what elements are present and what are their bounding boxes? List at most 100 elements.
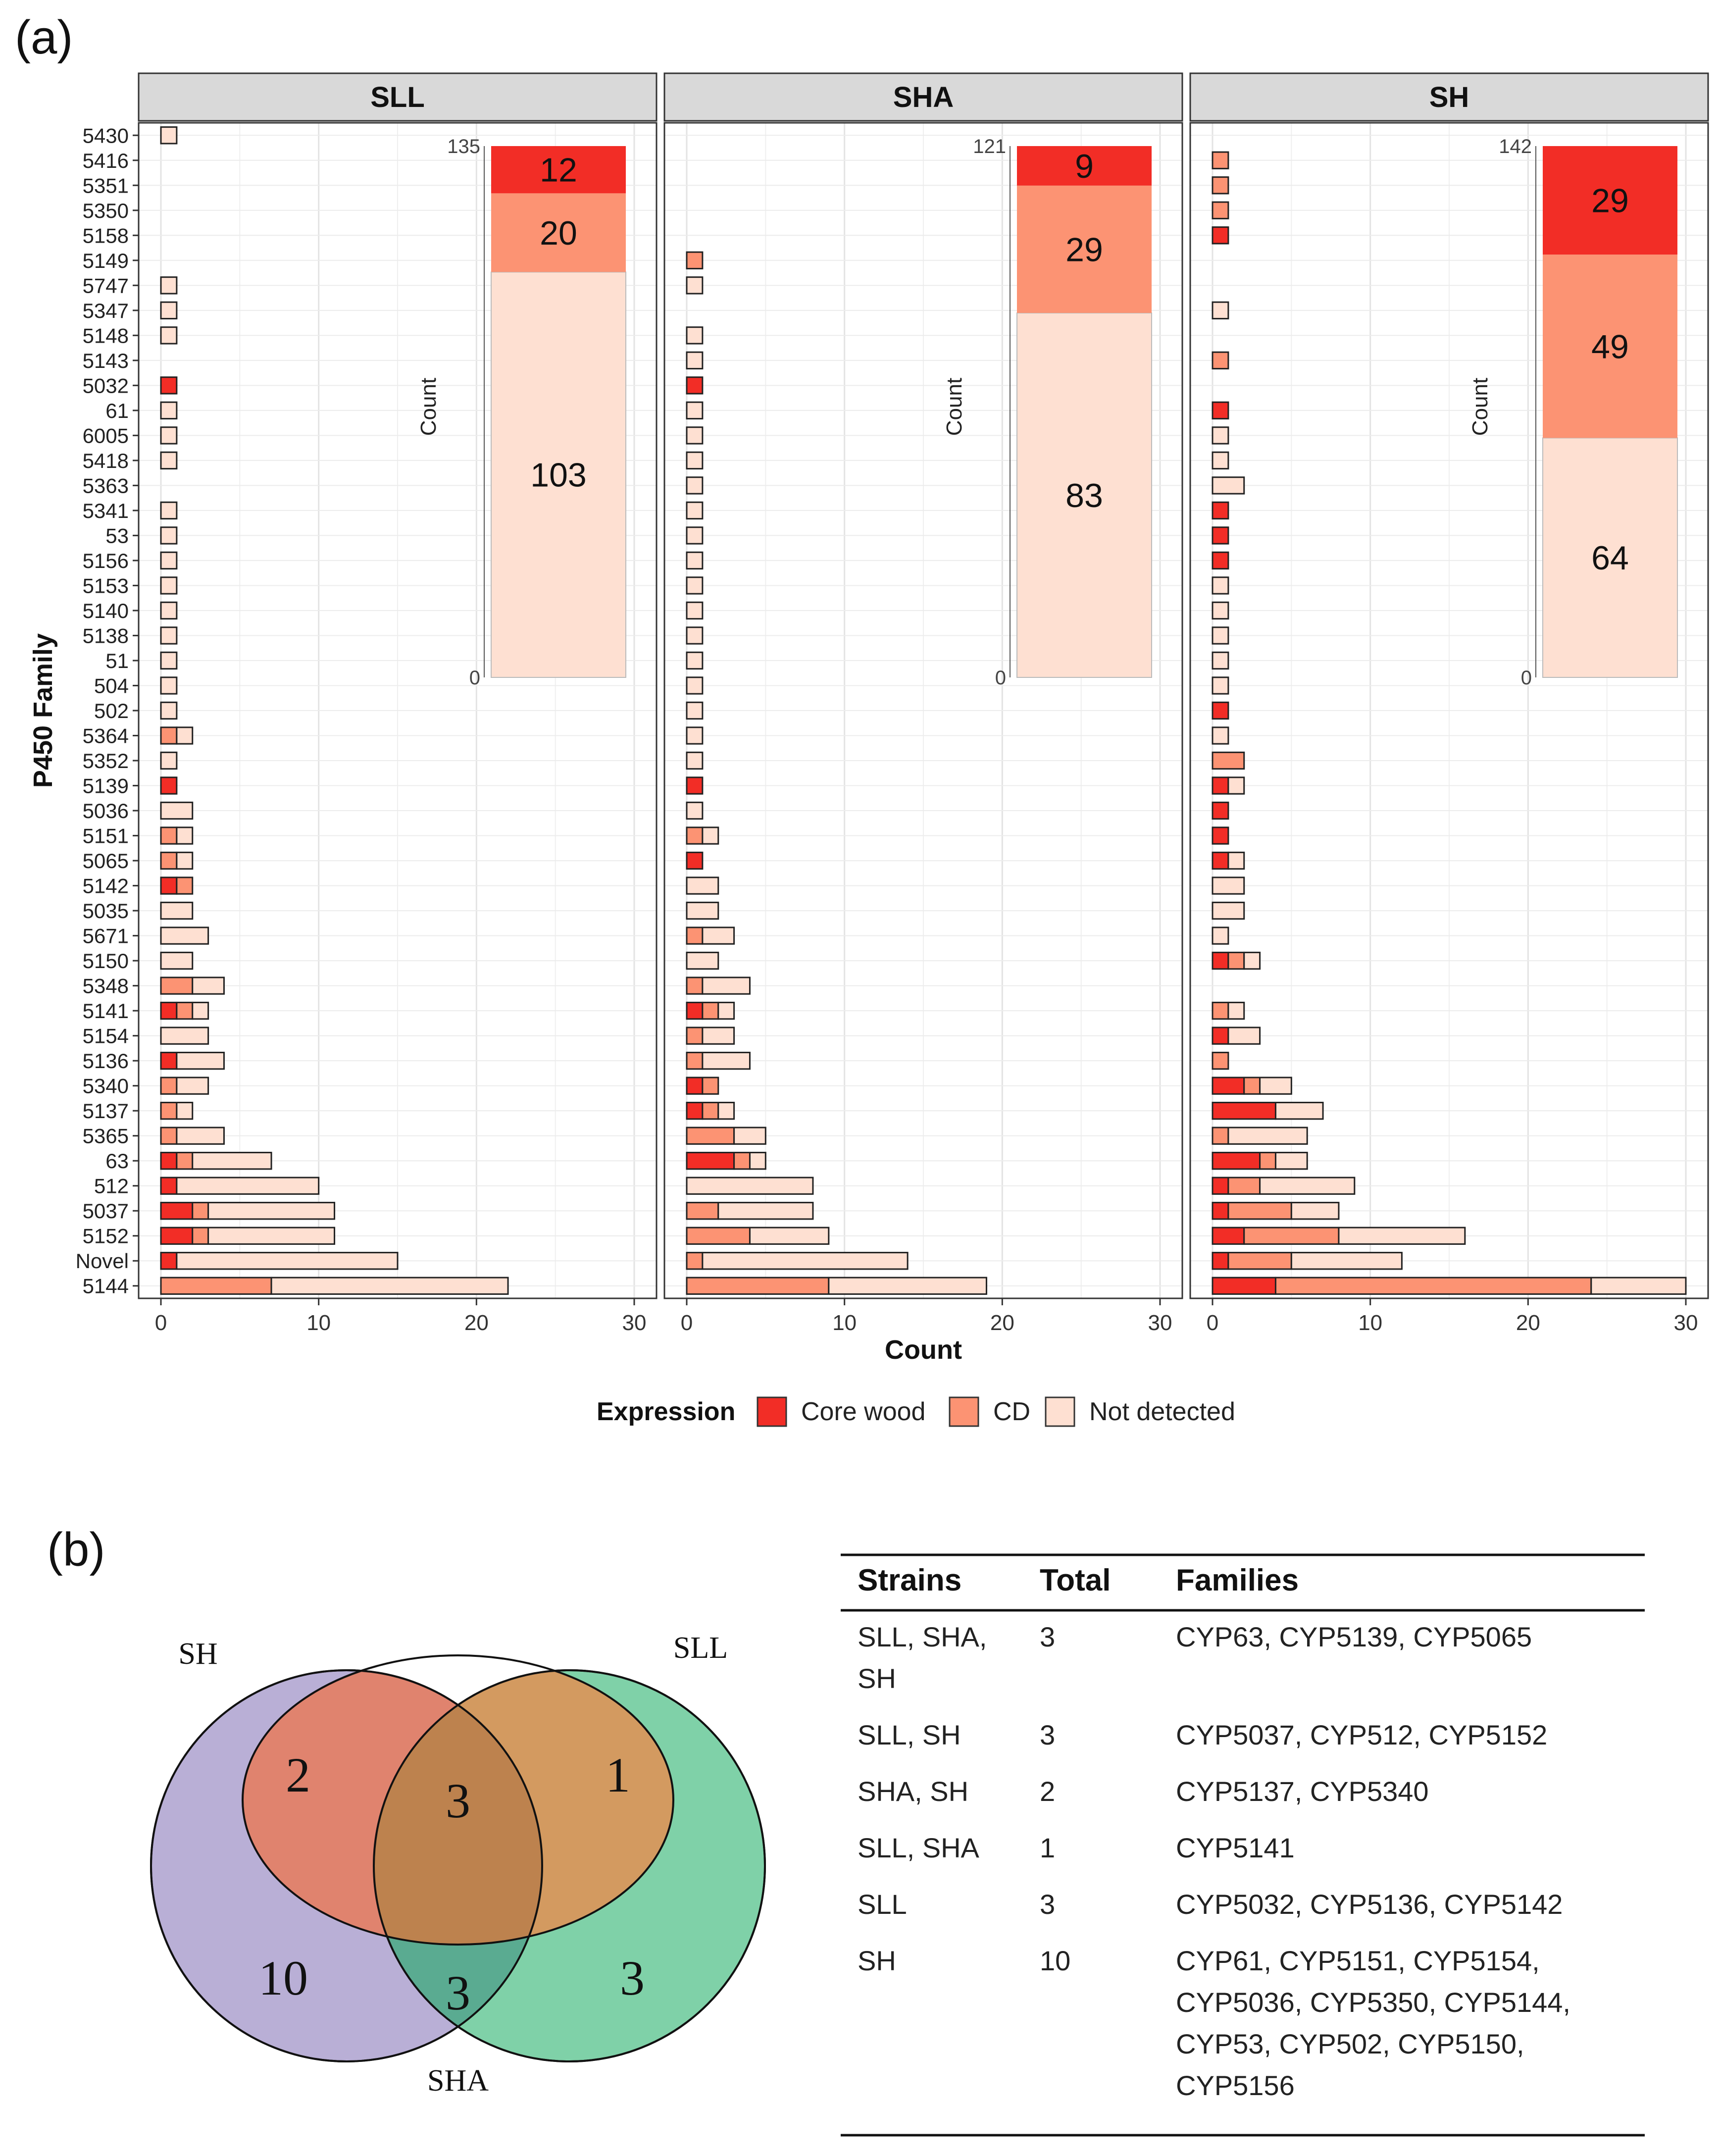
table-cell-strains: SH [858, 1663, 896, 1694]
inset-value-sll-core-wood: 12 [540, 152, 577, 189]
bar-sh-5144-not-detected [1590, 1277, 1687, 1295]
bar-sll-5365-cd [160, 1127, 178, 1145]
venn-count-all: 3 [446, 1773, 470, 1828]
venn-diagram: SH SLL SHA 10 3 3 2 1 3 [150, 1631, 766, 2098]
bar-sh-502-core-wood [1212, 701, 1229, 720]
bar-sh-5365-not-detected [1227, 1127, 1308, 1145]
legend-swatch-cd [949, 1396, 979, 1427]
y-tick-label: 5365 [83, 1125, 129, 1148]
bar-sll-5352-not-detected [160, 751, 178, 770]
bar-sll-5136-core-wood [160, 1051, 178, 1070]
bar-sll-5137-cd [160, 1102, 178, 1120]
inset-tick-min: 0 [995, 667, 1006, 689]
y-tick-label: 5364 [83, 724, 129, 748]
bar-sha-5365-not-detected [733, 1127, 766, 1145]
bar-sha-5149-cd [686, 251, 704, 269]
inset-tick-min: 0 [469, 667, 480, 689]
bar-sll-5065-not-detected [176, 851, 194, 870]
y-tick-label: 5148 [83, 324, 129, 347]
table-row: SHA, SH 2 CYP5137, CYP5340 [858, 1776, 1429, 1807]
bar-sll-5141-cd [176, 1001, 194, 1020]
table-cell-families: CYP53, CYP502, CYP5150, [1176, 2028, 1524, 2059]
y-tick-label: 5037 [83, 1199, 129, 1223]
bar-sha-5136-not-detected [702, 1051, 751, 1070]
legend: Expression Core wood CD Not detected [597, 1396, 1235, 1427]
table-header-strains: Strains [858, 1563, 961, 1597]
venn-outline-sll [373, 1669, 766, 2062]
bar-sll-5348-not-detected [192, 976, 225, 995]
bar-sha-5136-cd [686, 1051, 704, 1070]
bar-sll-5141-not-detected [192, 1001, 209, 1020]
y-tick-label: 5153 [83, 574, 129, 597]
y-tick-label: 5143 [83, 349, 129, 372]
bar-sha-5348-not-detected [702, 976, 751, 995]
bar-sha-5065-core-wood [686, 851, 704, 870]
bar-sha-5144-cd [686, 1277, 830, 1295]
y-tick-label: 5151 [83, 824, 129, 848]
bar-sha-5151-not-detected [702, 826, 719, 845]
inset-y-title: Count [416, 378, 441, 436]
table-cell-families: CYP63, CYP5139, CYP5065 [1176, 1621, 1532, 1652]
bar-sh-5037-core-wood [1212, 1202, 1229, 1220]
bar-sha-63-core-wood [686, 1152, 735, 1170]
bar-sll-5036-not-detected [160, 801, 194, 820]
bar-sh-5347-not-detected [1212, 301, 1229, 319]
bar-sll-Novel-not-detected [176, 1252, 399, 1270]
bar-sha-5153-not-detected [686, 576, 704, 595]
table-cell-families: CYP5036, CYP5350, CYP5144, [1176, 1987, 1570, 2018]
bar-sha-5341-not-detected [686, 501, 704, 520]
bar-sh-5144-core-wood [1212, 1277, 1276, 1295]
facet-sh: SH 0 10 20 30 142 0 Count 64 49 29 [1189, 72, 1709, 1335]
bar-sh-5141-cd [1212, 1001, 1229, 1020]
inset-value-sll-cd: 20 [540, 214, 577, 252]
facet-panel-border [663, 122, 1183, 1299]
venn-count-sh-only: 10 [258, 1951, 308, 2005]
inset-seg-sll-cd [491, 193, 626, 272]
bar-sh-504-not-detected [1212, 676, 1229, 695]
y-tick-label: 5139 [83, 774, 129, 798]
bar-sll-502-not-detected [160, 701, 178, 720]
shared-families-table: Strains Total Families SLL, SHA, SH 3 CYP63, C… [841, 1553, 1645, 2137]
bar-sll-5340-not-detected [176, 1077, 209, 1095]
y-tick-label: 5347 [83, 299, 129, 322]
x-tick-label: 0 [1207, 1311, 1218, 1335]
bar-sll-5037-cd [192, 1202, 209, 1220]
bar-sll-5037-not-detected [207, 1202, 336, 1220]
bar-sha-5137-cd [702, 1102, 719, 1120]
venn-count-sh-sll: 3 [446, 1965, 470, 2020]
y-tick-label: 5156 [83, 549, 129, 572]
bar-sh-5365-cd [1212, 1127, 1229, 1145]
y-tick-label: 5152 [83, 1225, 129, 1248]
y-tick-label: 51 [105, 649, 129, 672]
bar-sha-5152-cd [686, 1227, 751, 1245]
venn-label-sll: SLL [673, 1631, 728, 1665]
x-tick-label: 30 [1674, 1311, 1698, 1335]
x-tick-label: 10 [306, 1311, 331, 1335]
inset-sll: 135 0 Count 103 20 12 [416, 136, 626, 689]
bar-sha-5151-cd [686, 826, 704, 845]
bar-sll-63-core-wood [160, 1152, 178, 1170]
bar-sh-5152-core-wood [1212, 1227, 1245, 1245]
y-tick-label: 5154 [83, 1025, 129, 1048]
table-cell-total: 3 [1040, 1889, 1055, 1920]
table-cell-total: 10 [1040, 1945, 1070, 1976]
venn-outline-sh [150, 1669, 543, 2062]
y-tick-label: 5747 [83, 274, 129, 297]
bar-sll-512-not-detected [176, 1177, 320, 1195]
table-cell-strains: SLL, SHA [858, 1832, 980, 1863]
venn-count-sha-sll: 1 [606, 1747, 630, 1802]
table-cell-families: CYP5137, CYP5340 [1176, 1776, 1429, 1807]
bar-sll-5142-core-wood [160, 876, 178, 895]
table-cell-strains: SH [858, 1945, 896, 1976]
bar-sh-5154-core-wood [1212, 1027, 1229, 1045]
bar-sh-512-not-detected [1259, 1177, 1356, 1195]
bar-sll-5035-not-detected [160, 901, 194, 920]
bar-sll-5151-not-detected [176, 826, 194, 845]
y-tick-label: 5418 [83, 449, 129, 472]
bar-sha-5671-cd [686, 926, 704, 945]
table-cell-families: CYP5032, CYP5136, CYP5142 [1176, 1889, 1563, 1920]
bar-sll-Novel-core-wood [160, 1252, 178, 1270]
bar-sha-5142-not-detected [686, 876, 719, 895]
bar-sll-5150-not-detected [160, 951, 194, 970]
bar-sh-6005-not-detected [1212, 426, 1229, 445]
